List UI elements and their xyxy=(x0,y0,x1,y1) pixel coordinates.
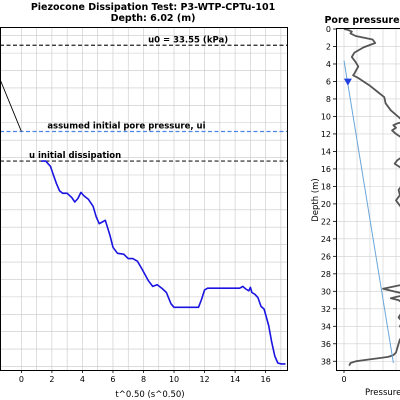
y-tick-label: 0 xyxy=(326,25,331,34)
pore-pressure-y-axis-label: Depth (m) xyxy=(311,178,321,222)
dissipation-reference-lines: u0 = 33.55 (kPa) assumed initial pore pre… xyxy=(0,35,287,162)
y-tick-label: 18 xyxy=(321,182,331,191)
dissipation-depth-marker xyxy=(343,78,352,86)
initial-connector-line xyxy=(0,79,22,132)
x-tick-label: 16 xyxy=(261,375,271,384)
dissipation-title: Piezocone Dissipation Test: P3-WTP-CPTu-… xyxy=(31,2,275,13)
pore-pressure-chart: Pore pressure 02468101214161820222426283… xyxy=(311,15,400,398)
y-tick-label: 2 xyxy=(326,42,331,51)
dissipation-x-axis-label: t^0.50 (s^0.50) xyxy=(115,390,184,400)
dissipation-series xyxy=(41,160,286,365)
y-tick-label: 12 xyxy=(321,130,331,139)
pore-pressure-marker xyxy=(343,78,352,86)
y-tick-label: 16 xyxy=(321,165,331,174)
y-tick-label: 8 xyxy=(326,95,331,104)
y-tick-label: 6 xyxy=(326,77,331,86)
dissipation-plot-frame xyxy=(0,27,288,371)
x-tick-label: 0 xyxy=(341,375,346,384)
reference-line-label: assumed initial pore pressure, ui xyxy=(47,121,205,131)
x-tick-label: 8 xyxy=(141,375,146,384)
pore-pressure-series xyxy=(343,28,400,367)
y-tick-label: 28 xyxy=(321,270,331,279)
y-tick-label: 26 xyxy=(321,252,331,261)
y-tick-label: 4 xyxy=(326,60,331,69)
y-tick-label: 38 xyxy=(321,357,331,366)
x-tick-label: 4 xyxy=(80,375,85,384)
y-tick-label: 22 xyxy=(321,217,331,226)
y-tick-label: 30 xyxy=(321,287,331,296)
dissipation-chart: Piezocone Dissipation Test: P3-WTP-CPTu-… xyxy=(0,2,288,400)
dissipation-curve xyxy=(41,160,286,365)
pore-pressure-x-ticks: 0 xyxy=(341,370,347,384)
y-tick-label: 14 xyxy=(321,147,331,156)
pore-pressure-curve xyxy=(343,28,400,367)
pore-pressure-plot-frame xyxy=(336,28,400,371)
dissipation-subtitle: Depth: 6.02 (m) xyxy=(111,13,196,24)
x-tick-label: 10 xyxy=(169,375,179,384)
reference-line-label: u0 = 33.55 (kPa) xyxy=(148,35,228,45)
x-tick-label: 14 xyxy=(230,375,240,384)
pore-pressure-title: Pore pressure xyxy=(324,15,399,26)
dissipation-grid xyxy=(0,27,287,370)
y-tick-label: 32 xyxy=(321,305,331,314)
x-tick-label: 6 xyxy=(110,375,115,384)
hydrostatic-line xyxy=(343,60,394,364)
y-tick-label: 24 xyxy=(321,235,331,244)
x-tick-label: 0 xyxy=(19,375,24,384)
y-tick-label: 36 xyxy=(321,340,331,349)
x-tick-label: 2 xyxy=(49,375,54,384)
y-tick-label: 34 xyxy=(321,322,331,331)
x-tick-label: 12 xyxy=(199,375,209,384)
y-tick-label: 10 xyxy=(321,112,331,121)
y-tick-label: 20 xyxy=(321,200,331,209)
pore-pressure-x-axis-label: Pressure xyxy=(365,388,400,398)
reference-line-label: u initial dissipation xyxy=(29,151,121,161)
dissipation-x-ticks: 0 2 4 6 8 10 12 14 16 xyxy=(19,370,271,384)
